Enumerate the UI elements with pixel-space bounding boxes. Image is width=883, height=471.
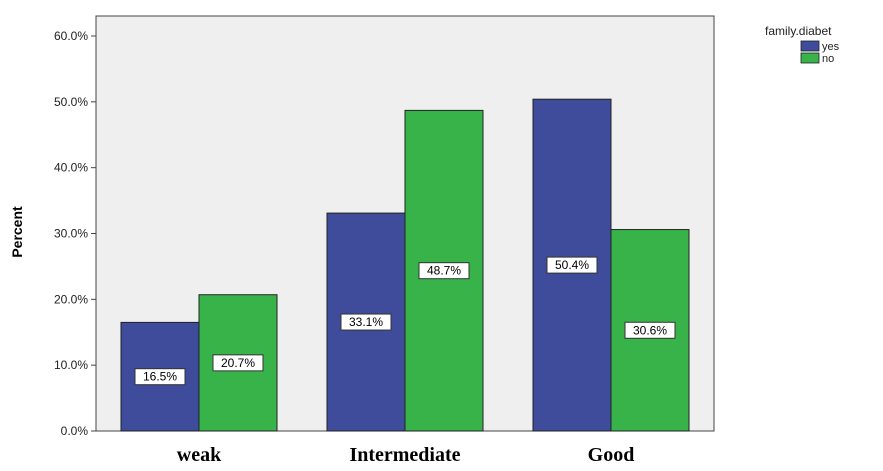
y-tick-label: 50.0% xyxy=(54,95,88,109)
data-label-text: 30.6% xyxy=(633,323,667,337)
y-tick-label: 60.0% xyxy=(54,29,88,43)
legend-label-no: no xyxy=(822,53,834,65)
y-tick-label: 10.0% xyxy=(54,358,88,372)
legend-label-yes: yes xyxy=(822,41,840,53)
data-label-yes-weak: 16.5% xyxy=(134,368,186,386)
data-label-text: 33.1% xyxy=(349,315,383,329)
legend-swatch-no xyxy=(800,52,820,64)
data-label-yes-intermediate: 33.1% xyxy=(340,313,392,331)
data-labels: 16.5% 20.7% 33.1% 48.7% 50.4% 30.6% xyxy=(134,256,676,386)
y-axis: 0.0% 10.0% 20.0% 30.0% 40.0% 50.0% 60.0% xyxy=(54,29,96,438)
data-label-box xyxy=(546,256,598,274)
y-tick-label: 20.0% xyxy=(54,292,88,306)
x-category-label: Intermediate xyxy=(349,444,460,466)
data-label-box xyxy=(134,368,186,386)
data-label-box xyxy=(340,313,392,331)
x-category-label: weak xyxy=(177,444,222,466)
y-tick-label: 0.0% xyxy=(61,424,89,438)
data-label-box xyxy=(418,262,470,280)
y-tick-label: 30.0% xyxy=(54,227,88,241)
data-label-text: 50.4% xyxy=(555,258,589,272)
y-tick-label: 40.0% xyxy=(54,161,88,175)
data-label-no-weak: 20.7% xyxy=(212,354,264,372)
data-label-yes-good: 50.4% xyxy=(546,256,598,274)
y-axis-title: Percent xyxy=(9,206,25,258)
data-label-text: 48.7% xyxy=(427,264,461,278)
legend-title: family.diabet xyxy=(765,24,832,38)
data-label-box xyxy=(624,321,676,339)
x-axis: weak Intermediate Good xyxy=(177,444,635,466)
x-category-label: Good xyxy=(588,444,635,466)
data-label-box xyxy=(212,354,264,372)
legend-swatch-yes xyxy=(800,40,820,52)
data-label-no-good: 30.6% xyxy=(624,321,676,339)
data-label-text: 20.7% xyxy=(221,356,255,370)
data-label-text: 16.5% xyxy=(143,370,177,384)
data-label-no-intermediate: 48.7% xyxy=(418,262,470,280)
